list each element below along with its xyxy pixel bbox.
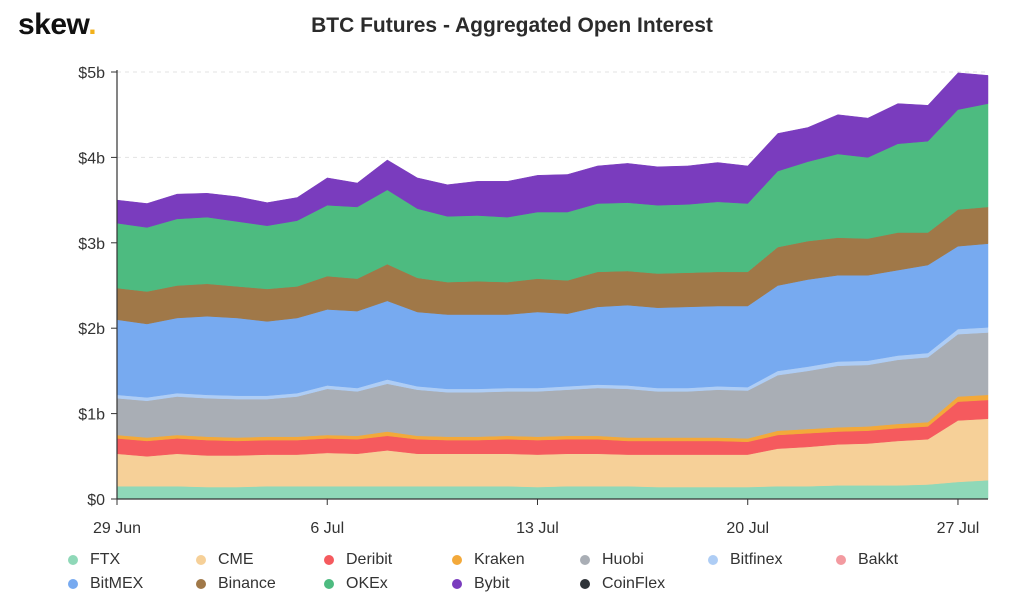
- legend-swatch: [68, 555, 78, 565]
- y-tick-label: $0: [87, 492, 105, 509]
- legend-label: Deribit: [346, 551, 393, 568]
- legend-item-huobi[interactable]: Huobi: [572, 551, 700, 569]
- legend-label: Huobi: [602, 551, 644, 568]
- legend-swatch: [452, 579, 462, 589]
- legend-swatch: [68, 579, 78, 589]
- legend-item-deribit[interactable]: Deribit: [316, 551, 444, 569]
- legend-label: CME: [218, 551, 254, 568]
- y-tick-label: $1b: [78, 407, 105, 424]
- y-tick-label: $5b: [78, 65, 105, 82]
- skew-logo: skew.: [18, 8, 97, 42]
- legend-label: Bitfinex: [730, 551, 783, 568]
- logo-dot: .: [88, 8, 97, 41]
- legend-label: Bybit: [474, 575, 510, 592]
- legend: FTX CME Deribit Kraken Huobi Bitfinex Bakkt Bi…: [60, 548, 960, 596]
- legend-swatch: [452, 555, 462, 565]
- x-tick-label: 13 Jul: [516, 520, 559, 537]
- x-tick-label: 20 Jul: [726, 520, 769, 537]
- legend-label: FTX: [90, 551, 121, 568]
- axes: $0 $1b $2b $3b $4b $5b 29 Jun 6 Jul 13 Jul 20 Jul…: [78, 65, 988, 537]
- legend-swatch: [836, 555, 846, 565]
- x-tick-label: 27 Jul: [937, 520, 980, 537]
- legend-row: BitMEX Binance OKEx Bybit CoinFlex: [60, 572, 960, 596]
- x-tick-label: 6 Jul: [310, 520, 344, 537]
- legend-label: BitMEX: [90, 575, 144, 592]
- legend-item-cme[interactable]: CME: [188, 551, 316, 569]
- legend-item-okex[interactable]: OKEx: [316, 575, 444, 593]
- x-tick-label: 29 Jun: [93, 520, 141, 537]
- legend-swatch: [580, 579, 590, 589]
- legend-swatch: [324, 555, 334, 565]
- legend-label: Binance: [218, 575, 276, 592]
- legend-label: OKEx: [346, 575, 388, 592]
- legend-label: Kraken: [474, 551, 525, 568]
- legend-label: CoinFlex: [602, 575, 666, 592]
- legend-swatch: [196, 579, 206, 589]
- area-bybit: [116, 72, 989, 228]
- y-tick-label: $3b: [78, 236, 105, 253]
- y-tick-label: $4b: [78, 150, 105, 167]
- legend-row: FTX CME Deribit Kraken Huobi Bitfinex Bakkt: [60, 548, 960, 572]
- legend-item-kraken[interactable]: Kraken: [444, 551, 572, 569]
- legend-item-bybit[interactable]: Bybit: [444, 575, 572, 593]
- legend-item-bakkt[interactable]: Bakkt: [828, 551, 928, 569]
- legend-item-binance[interactable]: Binance: [188, 575, 316, 593]
- legend-label: Bakkt: [858, 551, 899, 568]
- logo-text: skew: [18, 8, 89, 41]
- legend-item-bitmex[interactable]: BitMEX: [60, 575, 188, 593]
- chart-title: BTC Futures - Aggregated Open Interest: [311, 14, 713, 37]
- stacked-areas: [116, 72, 989, 500]
- legend-item-bitfinex[interactable]: Bitfinex: [700, 551, 828, 569]
- legend-swatch: [324, 579, 334, 589]
- legend-swatch: [580, 555, 590, 565]
- legend-item-ftx[interactable]: FTX: [60, 551, 188, 569]
- legend-swatch: [708, 555, 718, 565]
- y-tick-label: $2b: [78, 321, 105, 338]
- legend-swatch: [196, 555, 206, 565]
- legend-item-coinflex[interactable]: CoinFlex: [572, 575, 700, 593]
- area-chart: $0 $1b $2b $3b $4b $5b 29 Jun 6 Jul 13 Jul 20 Jul…: [78, 65, 989, 537]
